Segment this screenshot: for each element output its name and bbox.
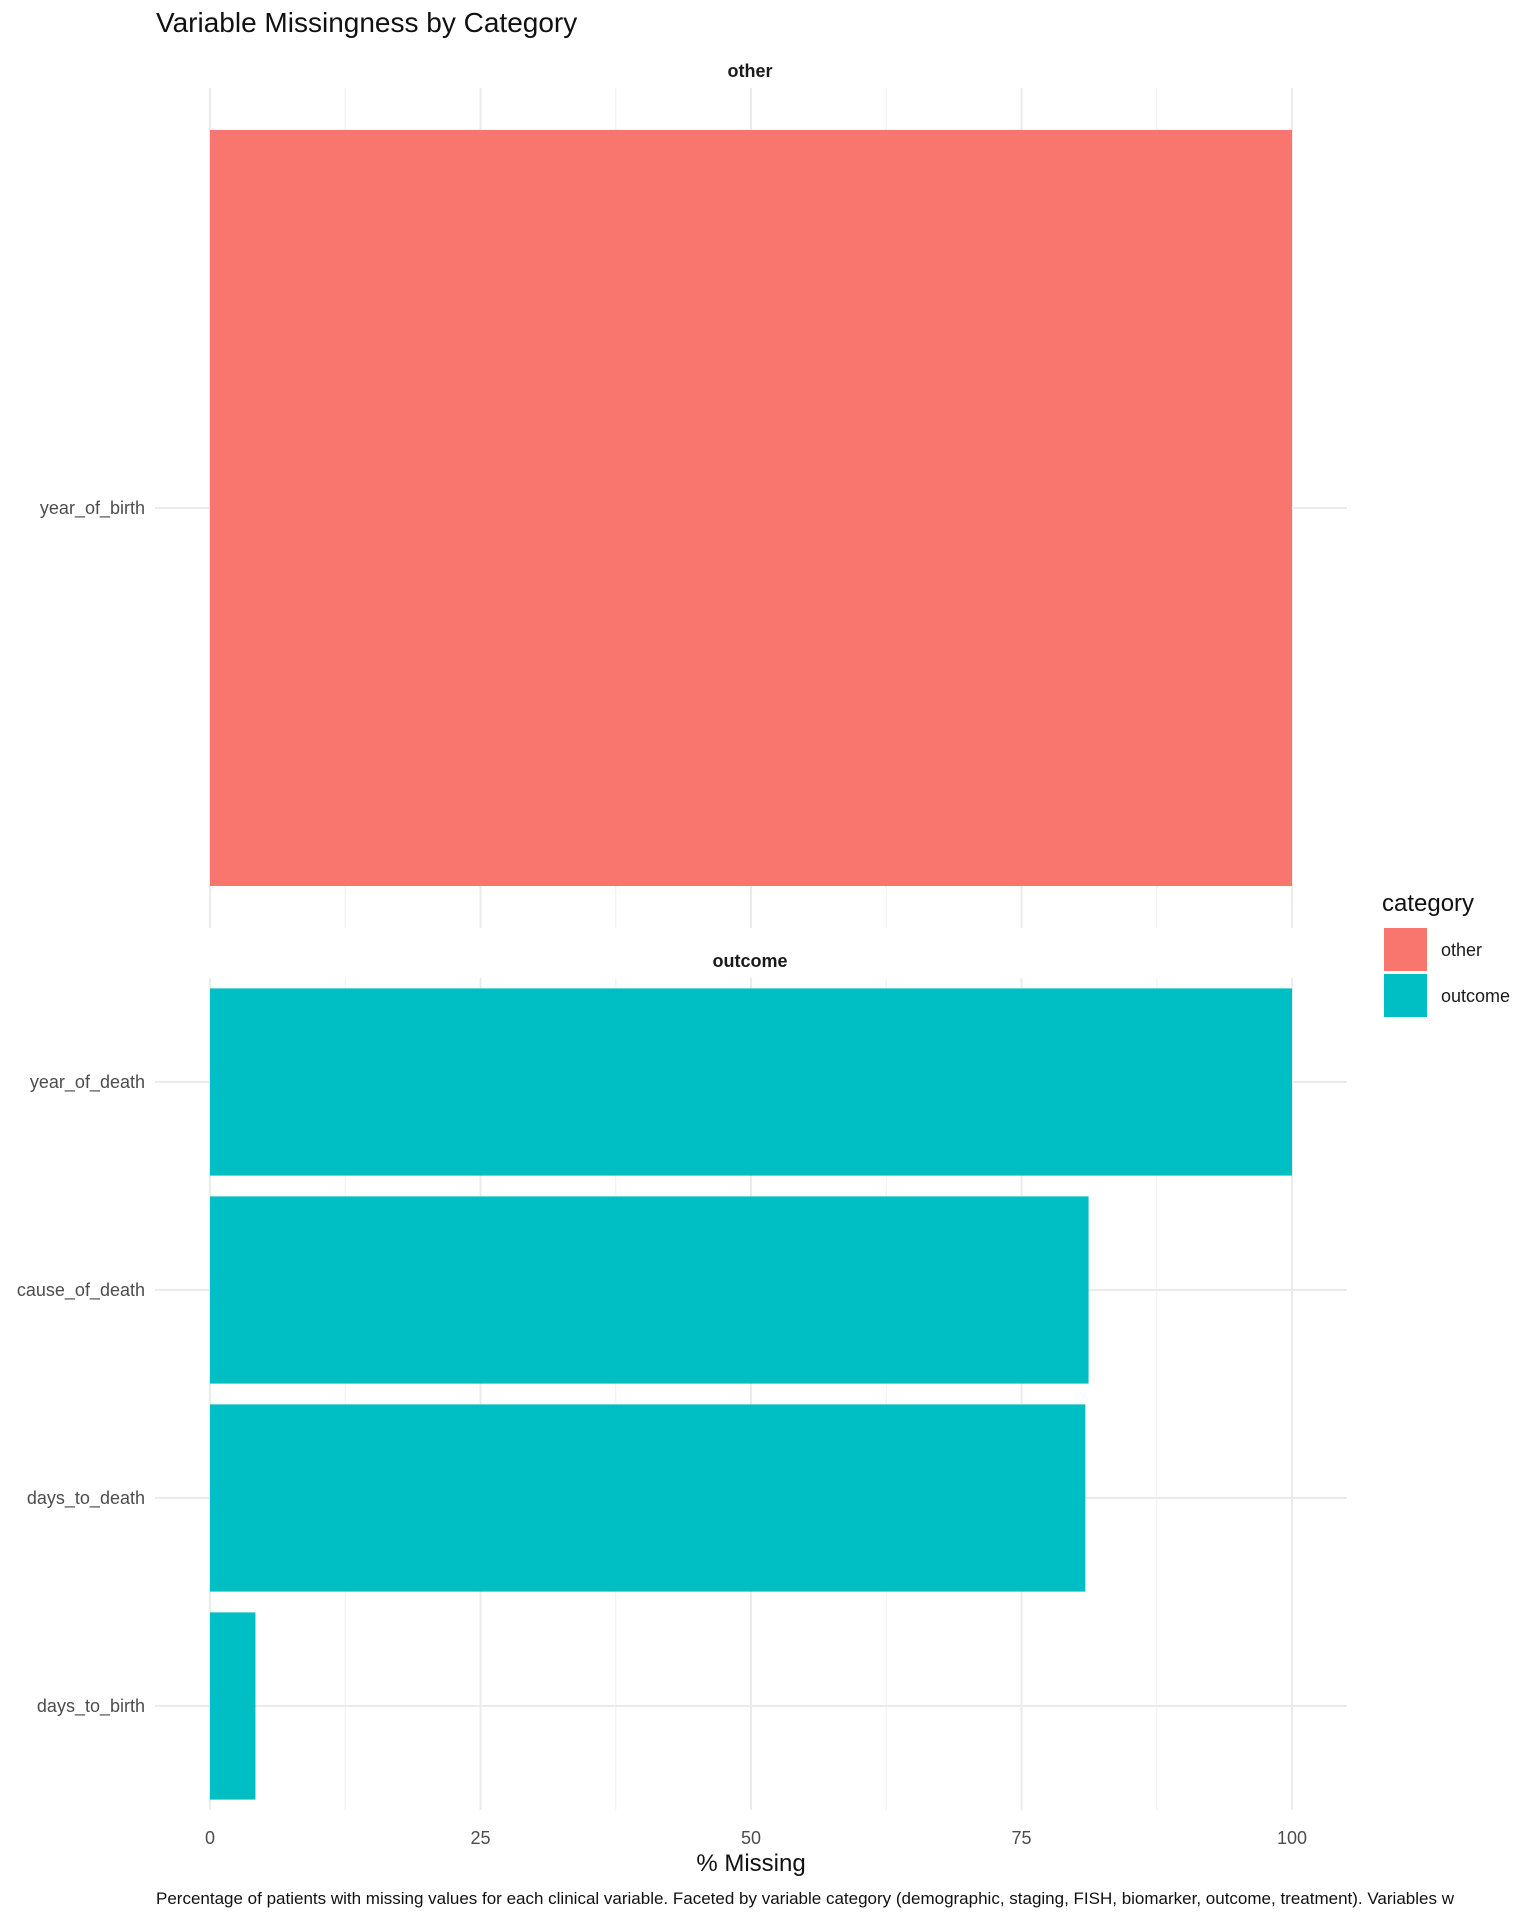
legend-swatch-outcome [1384, 974, 1427, 1017]
y-tick-label: year_of_death [30, 1072, 145, 1093]
facet-panel-other: other year_of_birth [40, 61, 1347, 928]
caption: Percentage of patients with missing valu… [156, 1889, 1455, 1908]
legend-label: outcome [1441, 986, 1510, 1006]
chart-title: Variable Missingness by Category [156, 7, 577, 38]
facet-panel-outcome: outcome year_of_death cause_of_death days_t… [17, 951, 1347, 1810]
x-tick-label: 0 [205, 1828, 215, 1848]
x-tick-label: 75 [1011, 1828, 1031, 1848]
bar-days_to_birth [210, 1612, 256, 1800]
facet-strip-label: other [728, 61, 773, 81]
legend: category other outcome [1382, 890, 1510, 1017]
bar-days_to_death [210, 1404, 1086, 1592]
legend-swatch-other [1384, 928, 1427, 971]
legend-title: category [1382, 890, 1474, 917]
x-axis-label: % Missing [696, 1850, 805, 1877]
x-tick-label: 100 [1277, 1828, 1307, 1848]
y-tick-label: days_to_death [27, 1488, 145, 1509]
x-tick-label: 50 [741, 1828, 761, 1848]
x-tick-label: 25 [470, 1828, 490, 1848]
y-tick-label: days_to_birth [37, 1696, 145, 1717]
y-tick-label: cause_of_death [17, 1280, 145, 1301]
y-tick-label: year_of_birth [40, 498, 145, 519]
bar-year_of_death [210, 988, 1292, 1176]
legend-label: other [1441, 940, 1482, 960]
facet-strip-label: outcome [712, 951, 787, 971]
bar-year_of_birth [210, 130, 1292, 886]
bar-cause_of_death [210, 1196, 1089, 1384]
